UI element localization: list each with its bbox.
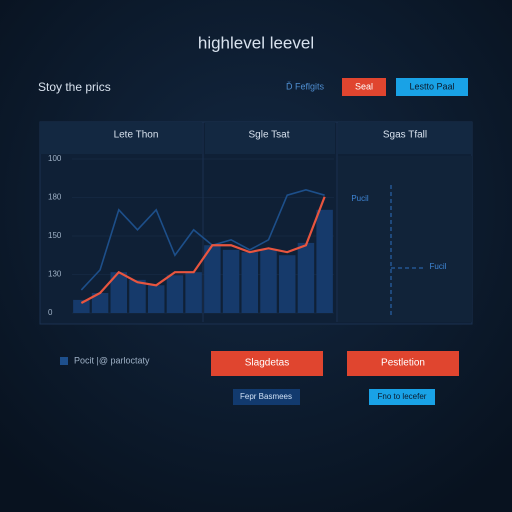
bar [166, 275, 184, 313]
annotation: Fucil [430, 262, 447, 271]
title: highlevel leevel [198, 33, 314, 52]
bar [204, 245, 221, 313]
subtitle: Stoy the prics [38, 80, 111, 94]
button-label[interactable]: Seal [355, 81, 373, 91]
bar [278, 255, 296, 313]
button-label[interactable]: Fno to lecefer [378, 392, 427, 401]
bar [73, 299, 90, 313]
legend-swatch [60, 357, 68, 365]
bar [241, 252, 259, 313]
y-tick-label: 180 [48, 193, 62, 202]
annotation: Pucil [351, 194, 369, 203]
legend-label: Pocit |@ parloctaty [74, 355, 150, 365]
panel-title: Lete Thon [114, 130, 159, 141]
panel-header [205, 122, 335, 154]
button[interactable] [347, 351, 459, 376]
button-label[interactable]: Pestletion [381, 358, 425, 369]
button[interactable] [342, 78, 386, 96]
panel-title: Sgas Tfall [383, 130, 427, 141]
bar [129, 279, 146, 313]
link[interactable]: Ď Feflgits [286, 81, 325, 91]
panel-header [40, 122, 202, 154]
button[interactable] [233, 389, 300, 405]
bar [110, 272, 128, 313]
y-tick-label: 130 [48, 270, 62, 279]
bar [185, 272, 202, 313]
line [80, 196, 326, 304]
button[interactable] [396, 78, 468, 96]
panel-title: Sgle Tsat [249, 130, 290, 141]
line [80, 188, 325, 291]
y-tick-label: 0 [48, 308, 53, 317]
button-label[interactable]: Lestto Paal [409, 81, 454, 91]
bar [297, 242, 315, 313]
button-label[interactable]: Fepr Basmees [240, 392, 292, 401]
bar [316, 209, 333, 313]
button-label[interactable]: Slagdetas [245, 358, 289, 369]
bar [147, 285, 165, 313]
panel-header [338, 122, 472, 154]
bar [91, 292, 109, 313]
bar [260, 249, 277, 313]
panel [338, 156, 472, 322]
y-tick-label: 150 [48, 231, 62, 240]
button[interactable] [211, 351, 323, 376]
button[interactable] [369, 389, 435, 405]
y-tick-label: 100 [48, 154, 62, 163]
bar [222, 249, 240, 313]
